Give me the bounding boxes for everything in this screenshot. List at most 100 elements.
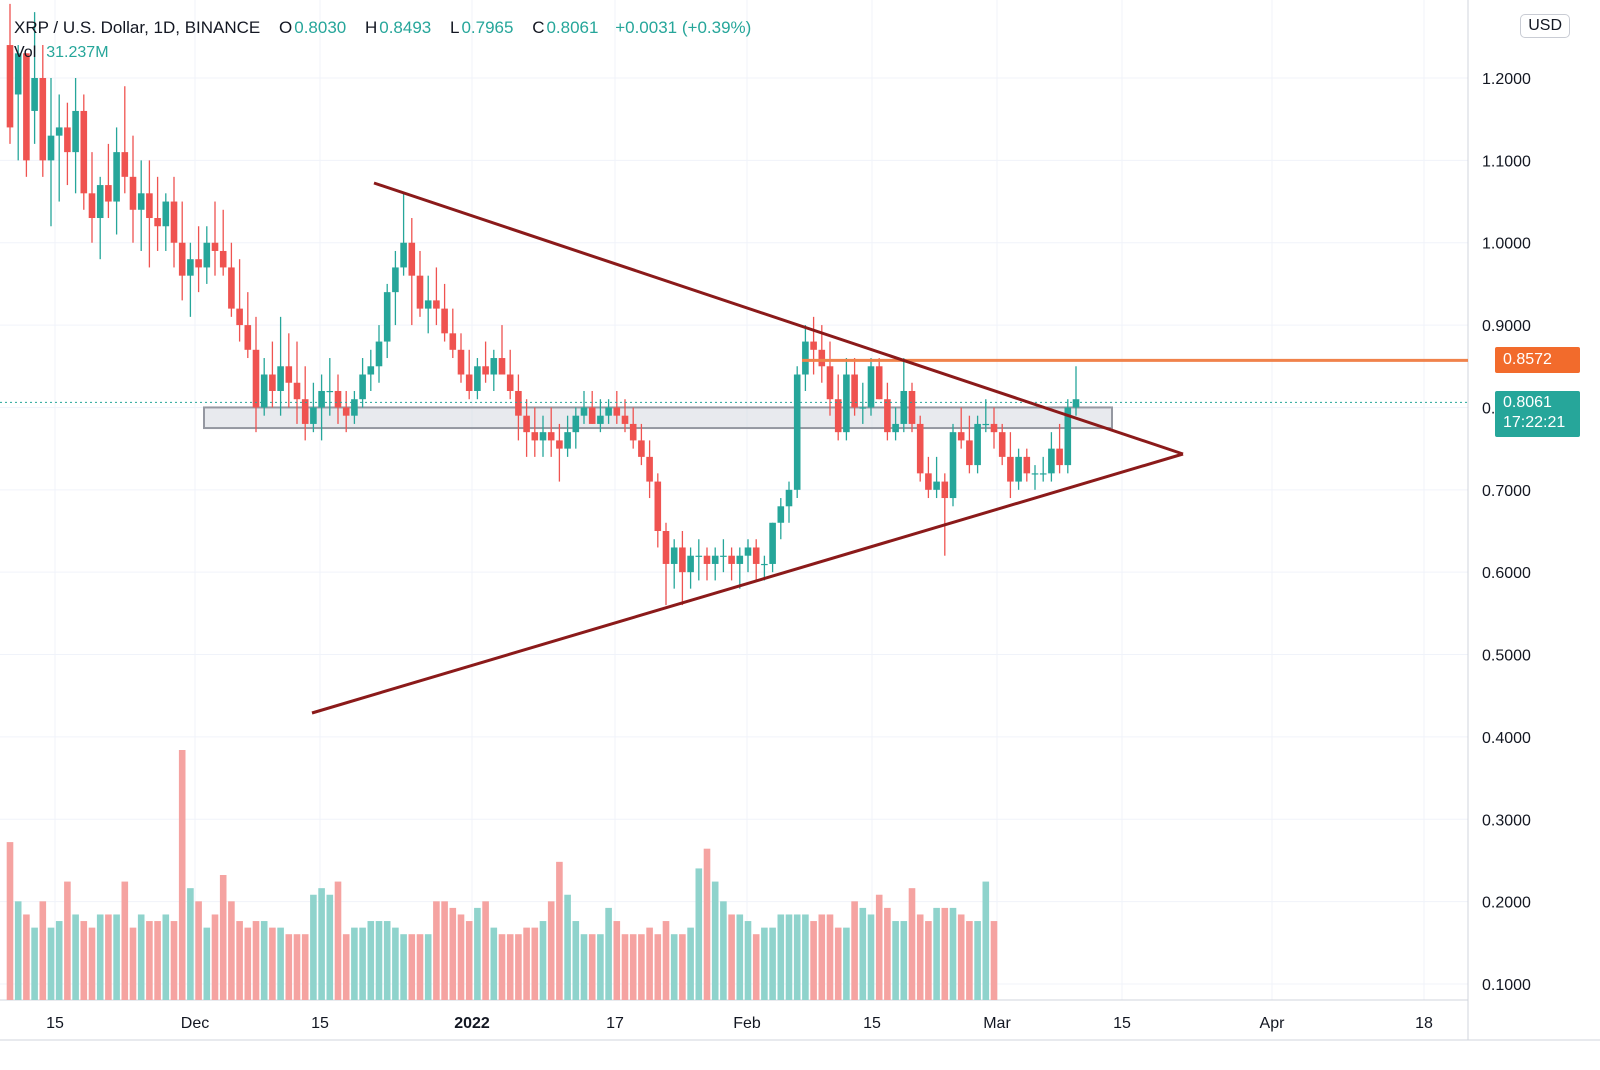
x-tick-label: Dec: [181, 1015, 209, 1032]
volume-bar: [211, 914, 219, 1000]
candle-body: [974, 423, 981, 466]
candle-body: [359, 374, 366, 400]
volume-bar: [785, 914, 793, 1000]
x-tick-label: Mar: [983, 1015, 1011, 1032]
volume-bar: [490, 927, 498, 1000]
candle-body: [982, 423, 990, 426]
candle-body: [162, 201, 170, 227]
candle-body: [703, 555, 711, 564]
volume-bar: [564, 894, 571, 1000]
volume-bar: [539, 921, 547, 1000]
volume-bar: [326, 894, 334, 1000]
candle-body: [531, 432, 539, 441]
volume-bar: [260, 921, 268, 1000]
candle-body: [605, 407, 612, 416]
volume-bar: [670, 934, 678, 1000]
candle-body: [761, 563, 768, 566]
volume-bar: [925, 921, 932, 1000]
volume-bar: [351, 927, 358, 1000]
candle-body: [474, 366, 481, 391]
candle-body: [662, 531, 670, 564]
volume-bar: [367, 921, 375, 1000]
volume-bar: [375, 921, 383, 1000]
candle-body: [465, 374, 473, 391]
volume-bar: [14, 901, 22, 1000]
volume-bar: [482, 901, 489, 1000]
volume-bar: [974, 921, 981, 1000]
candle-body: [834, 399, 842, 433]
volume-bar: [400, 934, 407, 1000]
volume-bar: [679, 934, 686, 1000]
volume-bar: [523, 927, 530, 1000]
candle-body: [925, 473, 932, 490]
volume-bar: [408, 934, 416, 1000]
x-tick-label: 2022: [454, 1015, 490, 1032]
candle-body: [851, 374, 858, 408]
volume-bar: [834, 927, 842, 1000]
candle-body: [752, 547, 760, 564]
candle-body: [498, 358, 506, 375]
volume-bar: [301, 934, 309, 1000]
volume-bar: [515, 934, 522, 1000]
candle-body: [351, 399, 358, 416]
volume-bar: [966, 921, 973, 1000]
volume-bar: [170, 921, 178, 1000]
candle-body: [564, 432, 571, 449]
candle-body: [1039, 473, 1047, 475]
candle-body: [129, 176, 137, 210]
x-tick-label: Apr: [1260, 1015, 1286, 1032]
volume-bar: [588, 934, 596, 1000]
volume-bar: [605, 907, 612, 1000]
symbol-legend: XRP / U.S. Dollar, 1D, BINANCE O 0.8030 H…: [14, 18, 753, 38]
volume-bar: [244, 927, 252, 1000]
candle-body: [629, 423, 637, 441]
volume-bar: [769, 927, 776, 1000]
candle-body: [580, 407, 588, 416]
y-tick-label: 0.4000: [1482, 730, 1531, 747]
candle-body: [588, 407, 596, 424]
candle-body: [711, 555, 719, 564]
candle-body: [1031, 473, 1039, 475]
candle-body: [818, 349, 826, 367]
bar-countdown: 17:22:21: [1503, 414, 1566, 431]
candle-body: [1048, 448, 1055, 474]
candle-body: [908, 390, 916, 424]
volume-bar: [424, 934, 432, 1000]
volume-bar: [105, 914, 112, 1000]
candle-body: [884, 399, 891, 433]
y-tick-label: 0.1000: [1482, 977, 1531, 994]
candle-body: [482, 366, 489, 375]
candle-body: [1056, 448, 1063, 466]
candle-body: [326, 390, 334, 393]
candle-body: [187, 259, 194, 276]
candle-body: [638, 440, 645, 457]
volume-bar: [875, 894, 883, 1000]
volume-legend: Vol 31.237M: [14, 44, 109, 62]
candle-body: [867, 366, 875, 408]
candle-body: [433, 300, 440, 309]
high-label: H: [364, 18, 378, 37]
candle-body: [252, 349, 260, 408]
volume-bar: [96, 914, 104, 1000]
x-tick-label: 17: [606, 1015, 624, 1032]
volume-bar: [892, 921, 899, 1000]
candle-body: [244, 325, 252, 350]
volume-bar: [187, 888, 194, 1000]
candle-body: [400, 242, 407, 268]
candle-body: [1064, 407, 1072, 466]
volume-bar: [433, 901, 440, 1000]
volume-label: Vol: [14, 44, 37, 61]
candle-body: [900, 390, 908, 424]
candle-body: [490, 358, 498, 375]
volume-bar: [613, 921, 621, 1000]
volume-bar: [342, 934, 350, 1000]
currency-button[interactable]: USD: [1520, 14, 1570, 38]
candle-body: [728, 555, 735, 564]
candle-body: [941, 481, 949, 499]
close-label: C: [532, 18, 545, 37]
volume-bar: [383, 921, 391, 1000]
volume-bar: [793, 914, 801, 1000]
candle-body: [334, 390, 342, 408]
volume-bar: [72, 914, 79, 1000]
